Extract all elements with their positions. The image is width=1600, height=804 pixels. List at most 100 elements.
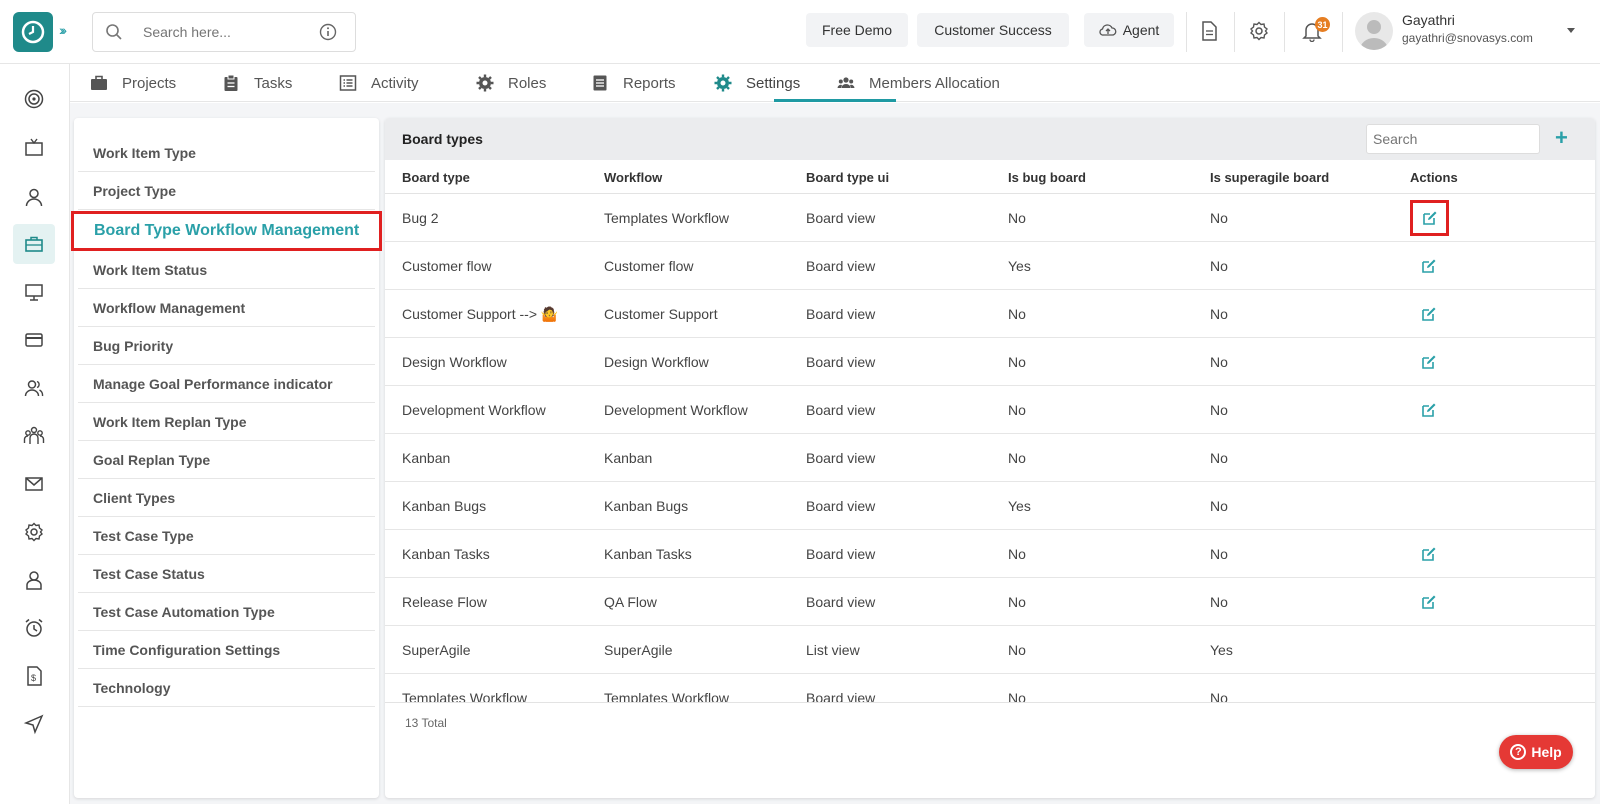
menu-item-bug-priority[interactable]: Bug Priority [78, 327, 375, 365]
table-row[interactable]: Development Workflow Development Workflow… [385, 386, 1595, 434]
cell-board-type-ui: Board view [806, 306, 876, 322]
menu-item-goal-performance-indicator[interactable]: Manage Goal Performance indicator [78, 365, 375, 403]
cell-board-type: SuperAgile [402, 642, 471, 658]
rail-send[interactable] [13, 704, 55, 744]
menu-item-workflow-management[interactable]: Workflow Management [78, 289, 375, 327]
tab-activity[interactable]: Activity [339, 64, 419, 102]
cell-is-bug-board: No [1008, 210, 1026, 226]
menu-item-board-type-workflow-management[interactable]: Board Type Workflow Management [71, 211, 382, 251]
table-row[interactable]: Kanban Kanban Board view No No [385, 434, 1595, 482]
free-demo-button[interactable]: Free Demo [806, 13, 908, 47]
settings-gear-icon[interactable] [1248, 20, 1270, 42]
table-row[interactable]: Bug 2 Templates Workflow Board view No No [385, 194, 1595, 242]
cell-workflow: Development Workflow [604, 402, 748, 418]
avatar[interactable] [1355, 12, 1393, 50]
column-header-workflow[interactable]: Workflow [604, 170, 663, 185]
rail-monitor[interactable] [13, 272, 55, 312]
invoice-icon: $ [27, 666, 42, 686]
briefcase-icon [25, 236, 43, 252]
cell-board-type-ui: Board view [806, 354, 876, 370]
cell-is-bug-board: Yes [1008, 498, 1031, 514]
global-search[interactable] [92, 12, 356, 52]
rail-employee[interactable] [13, 560, 55, 600]
rail-settings[interactable] [13, 512, 55, 552]
menu-item-client-types[interactable]: Client Types [78, 479, 375, 517]
column-header-is-superagile-board[interactable]: Is superagile board [1210, 170, 1330, 185]
rail-mail[interactable] [13, 464, 55, 504]
menu-item-project-type[interactable]: Project Type [78, 172, 375, 210]
board-types-search-input[interactable] [1366, 124, 1540, 154]
table-row[interactable]: SuperAgile SuperAgile List view No Yes [385, 626, 1595, 674]
menu-item-test-case-automation-type[interactable]: Test Case Automation Type [78, 593, 375, 631]
cell-workflow: QA Flow [604, 594, 657, 610]
column-header-board-type[interactable]: Board type [402, 170, 470, 185]
rail-team[interactable] [13, 368, 55, 408]
cell-is-bug-board: No [1008, 306, 1026, 322]
column-header-is-bug-board[interactable]: Is bug board [1008, 170, 1086, 185]
cell-board-type-ui: Board view [806, 690, 876, 702]
cell-board-type-ui: Board view [806, 498, 876, 514]
column-header-board-type-ui[interactable]: Board type ui [806, 170, 890, 185]
table-row[interactable]: Kanban Tasks Kanban Tasks Board view No No [385, 530, 1595, 578]
table-row[interactable]: Customer flow Customer flow Board view Yes N… [385, 242, 1595, 290]
menu-item-work-item-replan-type[interactable]: Work Item Replan Type [78, 403, 375, 441]
search-input[interactable] [143, 24, 313, 40]
tab-tasks[interactable]: Tasks [222, 64, 292, 102]
help-button[interactable]: ? Help [1499, 735, 1573, 769]
user-name[interactable]: Gayathri [1402, 12, 1455, 28]
menu-item-goal-replan-type[interactable]: Goal Replan Type [78, 441, 375, 479]
chevron-down-icon[interactable] [1567, 28, 1575, 33]
board-types-panel: Board types + Board type Workflow Board … [385, 118, 1595, 798]
rail-dashboard[interactable] [13, 79, 55, 119]
table-row[interactable]: Release Flow QA Flow Board view No No [385, 578, 1595, 626]
edit-board-type-button[interactable] [1421, 594, 1437, 610]
tab-roles[interactable]: Roles [476, 64, 546, 102]
list-icon [339, 75, 357, 91]
edit-board-type-button[interactable] [1421, 306, 1437, 322]
table-row[interactable]: Templates Workflow Templates Workflow Boar… [385, 674, 1595, 702]
app-logo[interactable] [13, 12, 53, 52]
menu-item-technology[interactable]: Technology [78, 669, 375, 707]
send-icon [23, 714, 44, 735]
edit-board-type-button[interactable] [1421, 546, 1437, 562]
menu-item-time-configuration-settings[interactable]: Time Configuration Settings [78, 631, 375, 669]
tab-reports[interactable]: Reports [591, 64, 676, 102]
menu-item-work-item-type[interactable]: Work Item Type [78, 134, 375, 172]
rail-billing[interactable] [13, 320, 55, 360]
rail-profile[interactable] [13, 177, 55, 217]
add-board-type-button[interactable]: + [1555, 125, 1568, 150]
cell-is-superagile-board: No [1210, 450, 1228, 466]
menu-item-test-case-status[interactable]: Test Case Status [78, 555, 375, 593]
edit-board-type-button[interactable] [1421, 354, 1437, 370]
cell-board-type-ui: Board view [806, 450, 876, 466]
cell-workflow: SuperAgile [604, 642, 673, 658]
tab-members-allocation[interactable]: Members Allocation [837, 64, 1000, 102]
bell-icon[interactable] [1301, 20, 1323, 42]
rail-tv[interactable] [13, 128, 55, 168]
rail-alarm[interactable] [13, 608, 55, 648]
cell-board-type-ui: Board view [806, 546, 876, 562]
rail-projects[interactable] [13, 224, 55, 264]
rail-groups[interactable] [13, 416, 55, 456]
edit-board-type-button[interactable] [1421, 402, 1437, 418]
table-row[interactable]: Kanban Bugs Kanban Bugs Board view Yes No [385, 482, 1595, 530]
edit-board-type-button[interactable] [1410, 200, 1449, 236]
menu-item-test-case-type[interactable]: Test Case Type [78, 517, 375, 555]
employee-icon [26, 571, 42, 590]
document-icon[interactable] [1198, 20, 1220, 42]
edit-board-type-button[interactable] [1421, 258, 1437, 274]
rail-invoice[interactable]: $ [13, 656, 55, 696]
tab-settings[interactable]: Settings [714, 64, 800, 102]
table-row[interactable]: Customer Support --> 🤷 Customer Support Bo… [385, 290, 1595, 338]
menu-item-work-item-status[interactable]: Work Item Status [78, 251, 375, 289]
cell-is-superagile-board: No [1210, 594, 1228, 610]
expand-sidebar-icon[interactable]: ››› [59, 22, 67, 38]
info-icon[interactable] [319, 23, 337, 41]
tab-projects[interactable]: Projects [90, 64, 176, 102]
help-icon: ? [1510, 744, 1527, 760]
table-row[interactable]: Design Workflow Design Workflow Board view… [385, 338, 1595, 386]
cell-is-bug-board: No [1008, 354, 1026, 370]
cell-board-type: Development Workflow [402, 402, 546, 418]
customer-success-button[interactable]: Customer Success [917, 13, 1069, 47]
agent-button[interactable]: Agent [1084, 13, 1174, 47]
